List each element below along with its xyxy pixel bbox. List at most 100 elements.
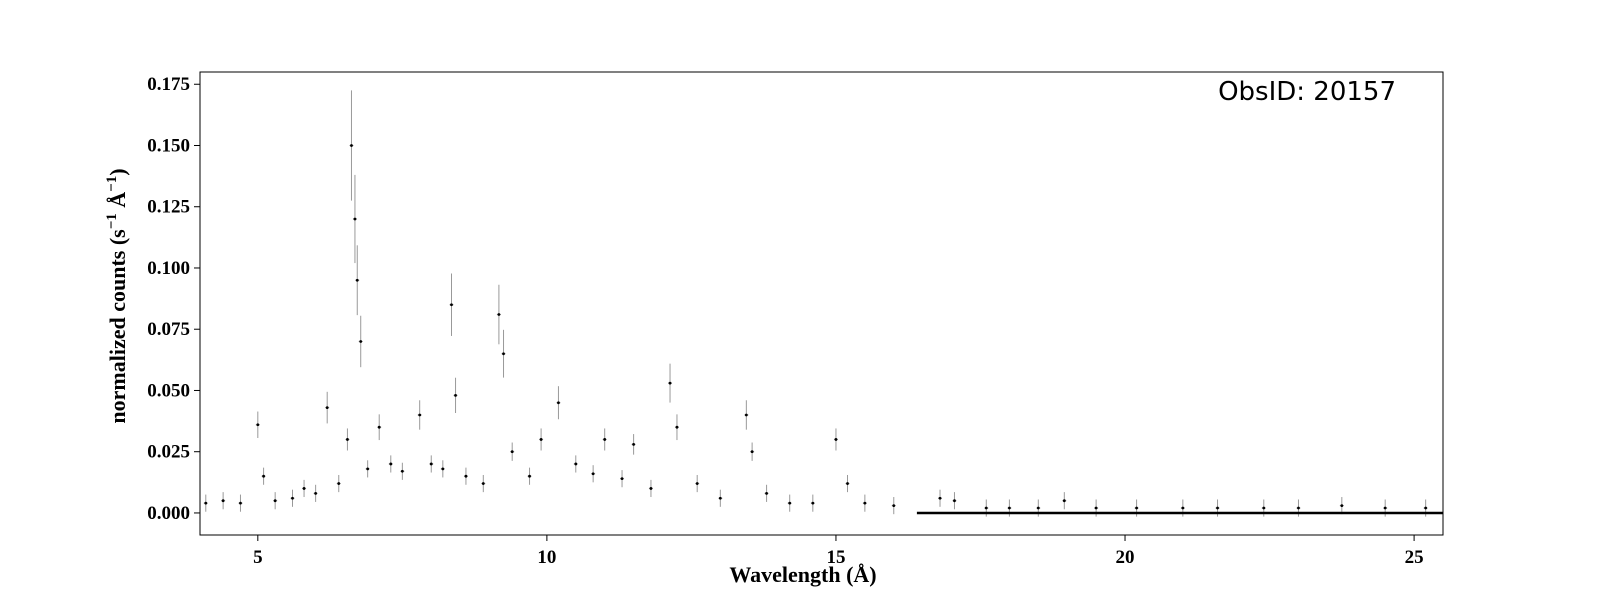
point-marker: [574, 462, 578, 466]
point-marker: [744, 413, 748, 417]
point-marker: [1135, 506, 1138, 510]
data-point: [302, 479, 307, 498]
point-marker: [273, 499, 277, 503]
y-axis-label-unit: Å: [105, 192, 130, 214]
data-point: [352, 174, 357, 264]
data-point: [463, 467, 468, 485]
point-marker: [1216, 506, 1219, 510]
data-point: [648, 479, 653, 498]
data-point: [591, 465, 596, 483]
data-point: [787, 494, 792, 512]
data-point: [764, 484, 769, 502]
point-marker: [1262, 506, 1266, 510]
point-marker: [204, 501, 208, 505]
x-tick-label: 20: [1116, 547, 1135, 568]
x-tick-label: 5: [253, 547, 263, 568]
y-axis-ticks: 0.000 0.025 0.050 0.075 0.100 0.125 0.150 0.175: [147, 74, 200, 524]
data-point: [238, 494, 243, 512]
data-point: [388, 455, 393, 473]
point-marker: [1036, 506, 1040, 510]
data-point: [349, 90, 354, 201]
point-marker: [256, 423, 260, 427]
data-point: [400, 462, 405, 480]
point-marker: [510, 450, 514, 454]
point-marker: [1424, 506, 1428, 510]
y-tick-label: 0.050: [147, 380, 190, 401]
data-point: [695, 474, 700, 493]
obsid-annotation: ObsID: 20157: [1218, 77, 1396, 107]
point-marker: [1383, 506, 1387, 510]
data-point: [810, 494, 815, 512]
data-point: [620, 470, 625, 488]
data-point: [631, 434, 636, 455]
data-point: [833, 428, 838, 451]
point-marker: [984, 506, 988, 510]
point-marker: [528, 474, 531, 478]
point-marker: [454, 393, 457, 397]
point-marker: [441, 467, 445, 471]
data-point: [481, 474, 486, 493]
x-axis-ticks: 5 10 15 20 25: [253, 535, 1424, 568]
point-marker: [262, 474, 265, 478]
point-marker: [497, 313, 501, 316]
data-point: [602, 428, 607, 451]
point-marker: [863, 501, 867, 505]
plot-frame: [199, 71, 1444, 536]
point-marker: [239, 501, 242, 505]
point-marker: [892, 504, 896, 508]
data-point: [674, 414, 679, 441]
data-point: [355, 245, 360, 316]
data-point: [496, 284, 501, 345]
y-tick-label: 0.100: [147, 258, 190, 279]
data-point: [668, 363, 673, 403]
point-marker: [350, 144, 353, 147]
data-point: [952, 492, 957, 510]
data-point: [501, 329, 506, 378]
data-point: [845, 474, 850, 493]
data-point: [336, 474, 341, 493]
data-point: [1062, 492, 1067, 510]
point-marker: [591, 472, 595, 476]
point-marker: [353, 217, 357, 221]
point-marker: [1181, 506, 1185, 510]
point-marker: [846, 482, 849, 485]
data-point: [377, 414, 382, 441]
data-point: [417, 400, 422, 430]
point-marker: [221, 499, 225, 503]
data-point: [449, 273, 454, 336]
data-point: [325, 391, 330, 424]
point-marker: [938, 496, 942, 500]
point-marker: [953, 499, 956, 503]
point-marker: [834, 438, 838, 441]
point-marker: [377, 425, 381, 429]
data-point: [440, 460, 445, 478]
point-marker: [811, 501, 815, 505]
point-marker: [502, 352, 505, 356]
y-axis-label-close: ): [105, 168, 130, 175]
data-point: [255, 411, 260, 438]
point-marker: [291, 496, 294, 500]
x-axis-label: Wavelength (Å): [729, 562, 876, 587]
point-marker: [314, 491, 318, 495]
point-marker: [557, 401, 560, 405]
y-tick-label: 0.075: [147, 319, 190, 340]
point-marker: [620, 477, 624, 481]
point-marker: [668, 381, 672, 385]
point-marker: [359, 340, 363, 343]
x-tick-label: 10: [537, 547, 556, 568]
point-marker: [1340, 504, 1344, 508]
point-marker: [464, 474, 468, 478]
point-marker: [418, 413, 422, 417]
point-marker: [346, 438, 349, 441]
point-marker: [675, 425, 679, 429]
y-tick-label: 0.000: [147, 503, 190, 524]
point-marker: [695, 482, 699, 485]
point-marker: [765, 491, 768, 495]
point-marker: [1094, 506, 1098, 510]
data-point: [345, 428, 350, 451]
point-marker: [389, 462, 393, 466]
y-axis-label-sup1: −1: [104, 213, 120, 229]
data-point: [261, 467, 266, 485]
